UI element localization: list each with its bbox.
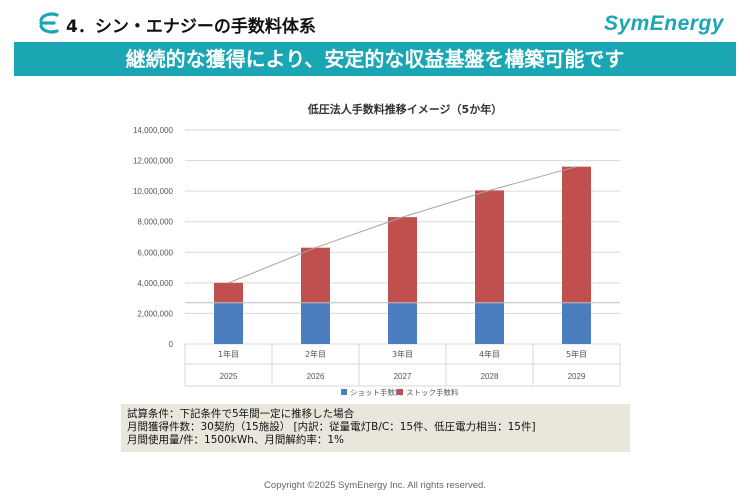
- y-tick-label: 6,000,000: [137, 248, 173, 257]
- y-tick-label: 10,000,000: [133, 187, 174, 196]
- y-tick-label: 0: [169, 340, 174, 349]
- y-tick-label: 4,000,000: [137, 279, 173, 288]
- chart-title: 低圧法人手数料推移イメージ（5か年）: [307, 102, 502, 116]
- x-year-label: 2027: [394, 372, 412, 381]
- legend-label: ストック手数料: [406, 387, 459, 397]
- trend-line: [228, 166, 577, 284]
- chart-bars: [185, 166, 620, 344]
- x-category-label: 2年目: [305, 349, 326, 359]
- x-category-label: 5年目: [566, 349, 587, 359]
- y-tick-label: 8,000,000: [137, 218, 173, 227]
- bar-segment: [214, 282, 243, 303]
- x-year-label: 2028: [481, 372, 499, 381]
- y-tick-label: 12,000,000: [133, 157, 174, 166]
- legend-label: ショット手数料: [350, 387, 403, 397]
- y-tick-label: 2,000,000: [137, 309, 173, 318]
- assumptions-box: 試算条件：下記条件で5年間一定に推移した場合 月間獲得件数：30契約（15施設）…: [121, 404, 630, 452]
- y-axis: 0 2,000,000 4,000,000 6,000,000 8,000,000 10,…: [133, 126, 174, 349]
- chart-legend: ショット手数料 ストック手数料: [341, 387, 459, 397]
- x-year-label: 2025: [220, 372, 238, 381]
- bar-segment: [301, 302, 330, 344]
- fee-trend-chart: 低圧法人手数料推移イメージ（5か年） 0 2,000,000 4,000,000 6,…: [133, 102, 621, 397]
- y-tick-label: 14,000,000: [133, 126, 174, 135]
- symenergy-e-logo-icon: [39, 12, 59, 34]
- bar-segment: [562, 166, 591, 303]
- legend-swatch: [341, 389, 347, 395]
- x-year-label: 2029: [568, 372, 586, 381]
- x-year-label: 2026: [307, 372, 325, 381]
- headline-banner: 継続的な獲得により、安定的な収益基盤を構築可能です: [14, 42, 736, 76]
- bar-segment: [214, 302, 243, 344]
- assumption-line-1: 試算条件：下記条件で5年間一定に推移した場合: [127, 408, 355, 420]
- bar-segment: [388, 217, 417, 303]
- x-axis: 1年目 2025 2年目 2026 3年目 2027 4年目 2028 5年目 2029: [184, 344, 621, 387]
- x-category-label: 4年目: [479, 349, 500, 359]
- bar-segment: [301, 247, 330, 303]
- section-title: 4．シン・エナジーの手数料体系: [66, 17, 316, 37]
- bar-segment: [562, 302, 591, 344]
- bar-segment: [475, 190, 504, 303]
- x-category-label: 1年目: [218, 349, 239, 359]
- brand-logo: SymEnergy: [603, 12, 724, 35]
- x-category-label: 3年目: [392, 349, 413, 359]
- assumption-line-2: 月間獲得件数：30契約（15施設） [内訳：従量電灯B/C：15件、低圧電力相当…: [127, 421, 536, 433]
- copyright-footer: Copyright ©2025 SymEnergy Inc. All right…: [264, 480, 486, 491]
- bar-segment: [475, 302, 504, 344]
- assumption-line-3: 月間使用量/件：1500kWh、月間解約率：1%: [127, 434, 345, 446]
- legend-swatch: [397, 389, 403, 395]
- bar-segment: [388, 302, 417, 344]
